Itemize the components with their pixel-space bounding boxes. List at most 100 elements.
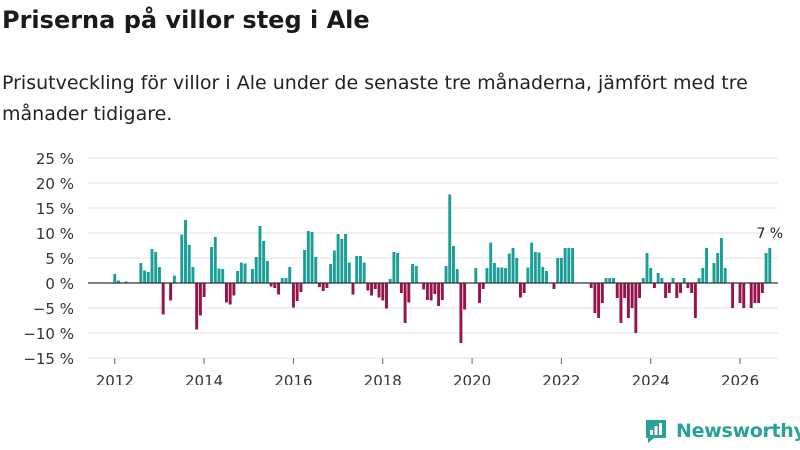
- bar: [649, 268, 653, 283]
- bar: [187, 245, 191, 283]
- bar: [440, 283, 444, 300]
- x-tick-label: 2018: [364, 372, 402, 385]
- bar: [373, 283, 377, 289]
- bar: [336, 234, 340, 283]
- bar: [429, 283, 433, 301]
- bar: [641, 278, 645, 283]
- bar: [444, 266, 448, 283]
- bar: [723, 268, 727, 283]
- bar: [332, 250, 336, 283]
- bar: [228, 283, 232, 305]
- bar: [559, 258, 563, 283]
- bar: [597, 283, 601, 318]
- bar: [768, 248, 772, 283]
- bar: [526, 267, 530, 283]
- bar: [485, 268, 489, 283]
- bar: [366, 283, 370, 291]
- bar: [764, 253, 768, 283]
- x-tick-label: 2026: [721, 372, 759, 385]
- bar: [251, 269, 254, 283]
- bar: [749, 283, 753, 308]
- bar: [515, 258, 519, 283]
- bar: [463, 283, 467, 310]
- bar: [511, 248, 515, 283]
- bar: [742, 283, 746, 308]
- bar: [690, 283, 694, 293]
- y-tick-label: 0 %: [45, 275, 74, 293]
- x-axis: 2012 2014 2016 2018 2020 2022 2024 2026: [96, 358, 759, 385]
- bar: [537, 252, 541, 283]
- bar: [731, 283, 735, 308]
- bar: [671, 278, 675, 283]
- bar: [567, 248, 571, 283]
- bars: [113, 194, 772, 343]
- bar: [370, 283, 374, 296]
- bar: [403, 283, 407, 323]
- bar: [295, 283, 299, 301]
- bar: [612, 278, 615, 283]
- bar: [139, 263, 143, 283]
- bar: [265, 261, 269, 283]
- bar: [291, 283, 295, 308]
- bar: [362, 262, 366, 283]
- bar: [217, 268, 221, 283]
- bar: [593, 283, 597, 313]
- bar: [344, 234, 347, 283]
- bar: [195, 283, 199, 330]
- bar: [459, 283, 463, 343]
- bar: [600, 283, 604, 303]
- bar: [243, 263, 247, 283]
- bar: [697, 278, 701, 283]
- bar: [686, 283, 690, 288]
- y-tick-label: −10 %: [23, 325, 74, 343]
- bar: [236, 271, 240, 283]
- bar: [258, 226, 262, 283]
- last-value-label: 7 %: [756, 226, 783, 242]
- bar: [381, 283, 385, 301]
- bar: [522, 283, 526, 293]
- bar: [355, 256, 359, 283]
- bar: [675, 283, 679, 298]
- bar: [340, 239, 344, 283]
- bar: [496, 267, 500, 283]
- bar: [411, 264, 414, 283]
- bar: [630, 283, 634, 308]
- bar: [664, 283, 668, 298]
- bar: [682, 278, 686, 283]
- brand-name: Newsworthy: [676, 420, 800, 442]
- bar: [169, 283, 173, 301]
- bar: [719, 238, 723, 283]
- bar: [712, 263, 716, 283]
- bar: [500, 267, 504, 283]
- x-tick-label: 2024: [632, 372, 670, 385]
- bar: [277, 283, 281, 295]
- bar: [407, 283, 411, 303]
- bar: [306, 231, 310, 283]
- bar: [448, 194, 452, 283]
- chart-title: Priserna på villor steg i Ale: [2, 6, 370, 34]
- bar: [224, 283, 228, 303]
- bar: [530, 242, 534, 283]
- bar: [329, 264, 333, 283]
- bar: [645, 253, 649, 283]
- bar: [184, 220, 187, 283]
- bar: [117, 280, 120, 283]
- bar: [556, 258, 560, 283]
- bar: [358, 256, 362, 283]
- bar: [299, 283, 303, 292]
- x-tick-label: 2016: [274, 372, 312, 385]
- bar: [172, 275, 176, 283]
- bar: [347, 262, 351, 283]
- gridlines: [88, 157, 778, 359]
- bar: [392, 252, 396, 283]
- bar: [504, 268, 508, 283]
- bar: [660, 278, 664, 283]
- bar: [239, 262, 243, 283]
- bar: [563, 248, 567, 283]
- bar: [146, 272, 150, 283]
- bar: [608, 278, 612, 283]
- bar: [541, 267, 545, 283]
- bar: [113, 274, 117, 283]
- y-tick-label: 25 %: [36, 150, 74, 168]
- chart-subtitle: Prisutveckling för villor i Ale under de…: [2, 72, 748, 125]
